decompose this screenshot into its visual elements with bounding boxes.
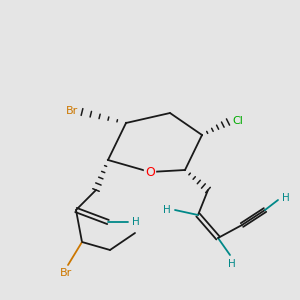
Text: H: H <box>282 193 290 203</box>
Text: H: H <box>163 205 171 215</box>
Text: Cl: Cl <box>232 116 243 126</box>
Text: H: H <box>132 217 140 227</box>
Text: H: H <box>228 259 236 269</box>
Text: Br: Br <box>60 268 72 278</box>
Text: O: O <box>145 166 155 178</box>
Text: Br: Br <box>66 106 78 116</box>
